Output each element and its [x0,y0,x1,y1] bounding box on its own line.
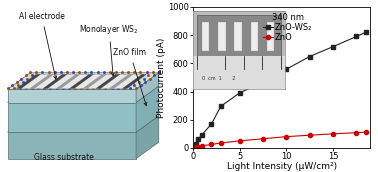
Polygon shape [8,116,159,132]
Polygon shape [43,74,67,88]
Polygon shape [136,116,159,159]
Polygon shape [30,74,54,88]
Text: Al electrode: Al electrode [19,12,65,79]
Polygon shape [83,74,107,88]
Text: Glass substrate: Glass substrate [34,153,94,162]
Text: ZnO film: ZnO film [113,49,147,106]
Polygon shape [8,89,136,103]
Polygon shape [8,73,159,89]
Polygon shape [136,73,159,103]
Polygon shape [19,74,144,88]
Polygon shape [56,74,80,88]
Polygon shape [8,103,136,132]
Polygon shape [8,86,159,103]
Polygon shape [17,74,40,88]
Polygon shape [8,132,136,159]
Text: Monolayer WS$_2$: Monolayer WS$_2$ [79,23,139,76]
Polygon shape [96,74,120,88]
Legend: ZnO-WS₂, ZnO: ZnO-WS₂, ZnO [261,11,314,44]
Polygon shape [136,86,159,132]
Polygon shape [109,74,133,88]
Polygon shape [70,74,93,88]
Polygon shape [122,74,146,88]
Y-axis label: Photocurrent (pA): Photocurrent (pA) [157,37,166,118]
X-axis label: Light Intensity (μW/cm²): Light Intensity (μW/cm²) [226,163,337,171]
